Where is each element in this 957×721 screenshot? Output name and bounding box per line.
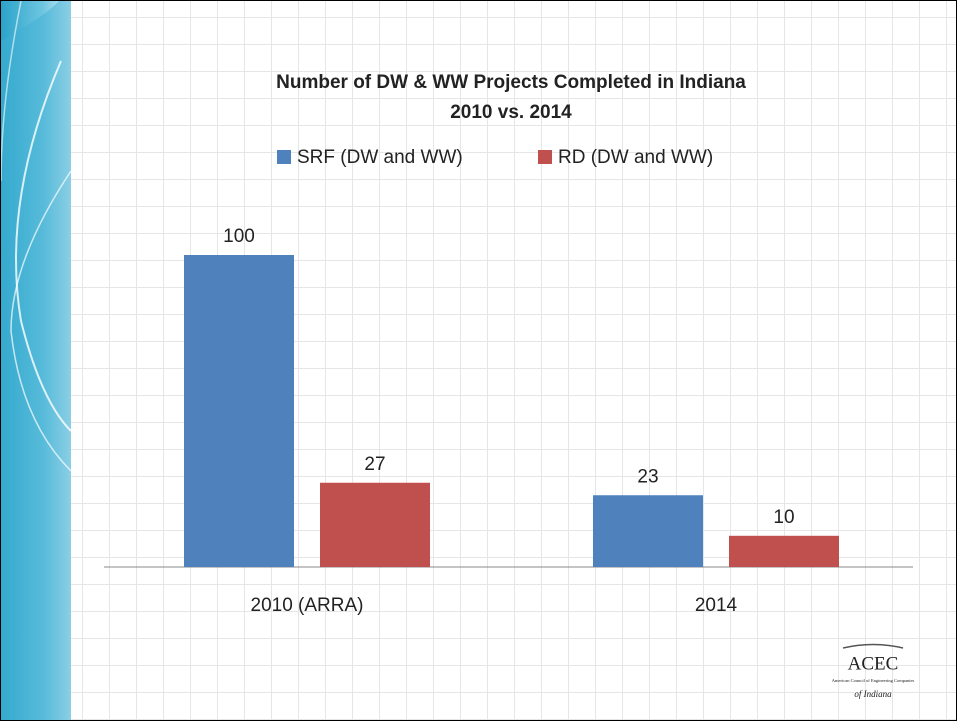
logo-full-name: American Council of Engineering Companie… bbox=[832, 678, 915, 683]
x-tick-label: 2010 (ARRA) bbox=[251, 595, 364, 616]
left-decoration bbox=[1, 1, 71, 720]
value-label: 10 bbox=[773, 507, 794, 528]
legend-swatch bbox=[538, 150, 552, 164]
bar bbox=[184, 255, 294, 567]
value-label: 23 bbox=[637, 466, 658, 487]
value-label: 27 bbox=[364, 454, 385, 475]
bar bbox=[729, 536, 839, 567]
chart-title: Number of DW & WW Projects Completed in … bbox=[276, 72, 746, 93]
legend-label: SRF (DW and WW) bbox=[297, 147, 463, 168]
legend-swatch bbox=[277, 150, 291, 164]
logo-name: ACEC bbox=[848, 653, 899, 674]
bar bbox=[593, 495, 703, 567]
x-tick-label: 2014 bbox=[695, 595, 738, 616]
logo: ACEC American Council of Engineering Com… bbox=[832, 645, 915, 700]
logo-chapter: of Indiana bbox=[854, 689, 892, 699]
legend-label: RD (DW and WW) bbox=[558, 147, 713, 168]
chart-subtitle: 2010 vs. 2014 bbox=[450, 102, 572, 123]
chart: Number of DW & WW Projects Completed in … bbox=[1, 1, 956, 720]
slide: Number of DW & WW Projects Completed in … bbox=[0, 0, 957, 721]
value-label: 100 bbox=[223, 226, 255, 247]
bar bbox=[320, 483, 430, 567]
